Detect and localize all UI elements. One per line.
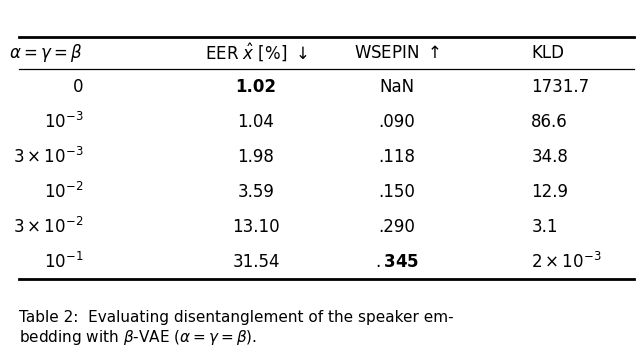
Text: WSEPIN $\uparrow$: WSEPIN $\uparrow$ xyxy=(354,44,440,62)
Text: 12.9: 12.9 xyxy=(531,183,568,201)
Text: 31.54: 31.54 xyxy=(232,253,280,271)
Text: $10^{-3}$: $10^{-3}$ xyxy=(44,112,83,132)
Text: $\alpha = \gamma = \beta$: $\alpha = \gamma = \beta$ xyxy=(10,42,83,64)
Text: $10^{-1}$: $10^{-1}$ xyxy=(44,252,83,272)
Text: $3 \times 10^{-3}$: $3 \times 10^{-3}$ xyxy=(13,147,83,167)
Text: .150: .150 xyxy=(378,183,415,201)
Text: NaN: NaN xyxy=(380,78,414,96)
Text: .290: .290 xyxy=(378,218,415,236)
Text: $10^{-2}$: $10^{-2}$ xyxy=(44,182,83,202)
Text: 0: 0 xyxy=(73,78,83,96)
Text: Table 2:  Evaluating disentanglement of the speaker em-
bedding with $\beta$-VAE: Table 2: Evaluating disentanglement of t… xyxy=(19,310,454,346)
Text: 3.1: 3.1 xyxy=(531,218,557,236)
Text: 1.02: 1.02 xyxy=(236,78,276,96)
Text: 13.10: 13.10 xyxy=(232,218,280,236)
Text: 3.59: 3.59 xyxy=(237,183,275,201)
Text: .118: .118 xyxy=(378,148,415,166)
Text: KLD: KLD xyxy=(531,44,564,62)
Text: 1731.7: 1731.7 xyxy=(531,78,589,96)
Text: 34.8: 34.8 xyxy=(531,148,568,166)
Text: $3 \times 10^{-2}$: $3 \times 10^{-2}$ xyxy=(13,217,83,237)
Text: 1.98: 1.98 xyxy=(237,148,275,166)
Text: $2 \times 10^{-3}$: $2 \times 10^{-3}$ xyxy=(531,252,602,272)
Text: 86.6: 86.6 xyxy=(531,113,568,131)
Text: $.\mathbf{345}$: $.\mathbf{345}$ xyxy=(375,253,419,271)
Text: .090: .090 xyxy=(378,113,415,131)
Text: EER $\hat{x}$ [%] $\downarrow$: EER $\hat{x}$ [%] $\downarrow$ xyxy=(205,42,307,64)
Text: 1.04: 1.04 xyxy=(237,113,275,131)
